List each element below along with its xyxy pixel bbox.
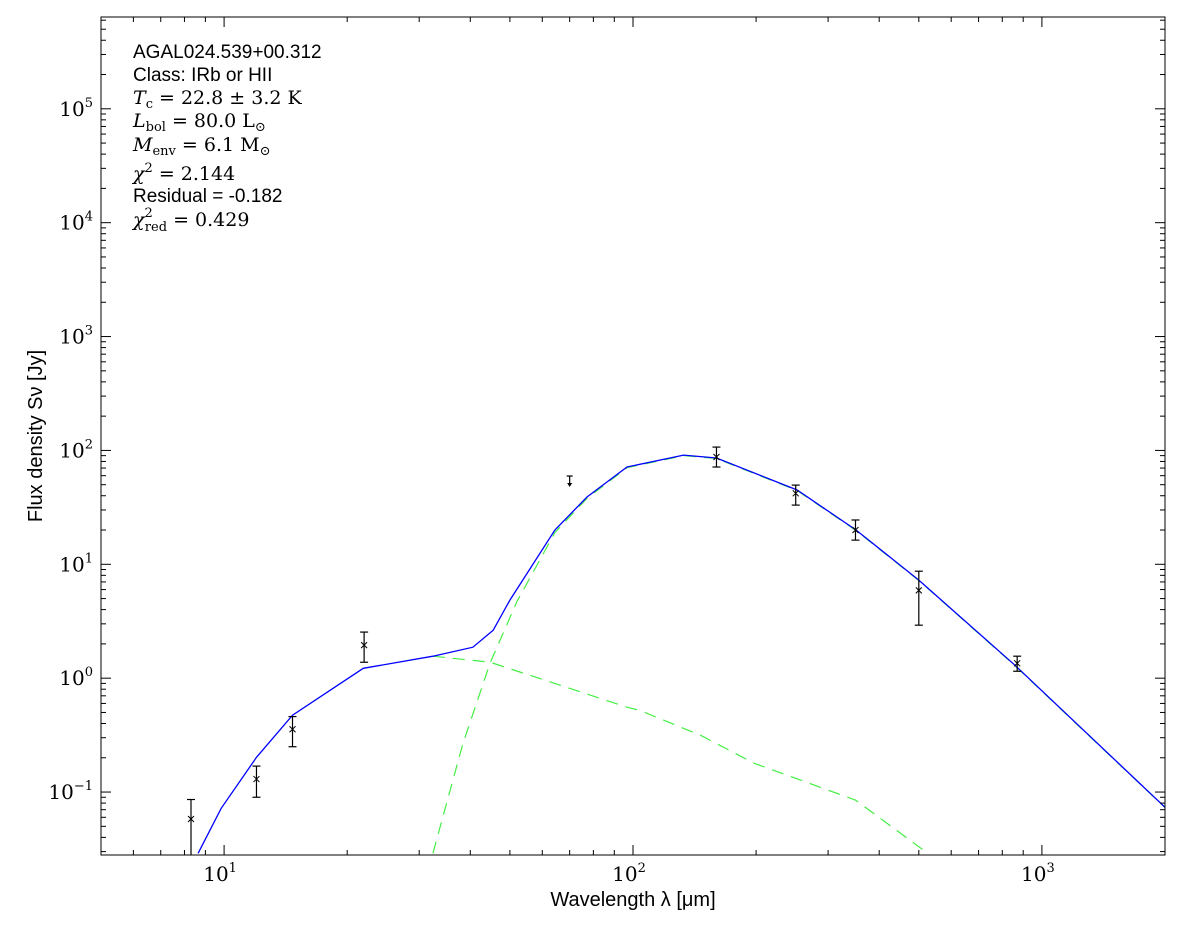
y-tick-label: 104 — [59, 210, 93, 235]
tick-base: 10 — [48, 780, 73, 804]
series-line-2 — [432, 655, 930, 855]
y-tick-label: 101 — [59, 551, 93, 576]
source-name: AGAL024.539+00.312 — [133, 42, 322, 63]
y-tick-label: 105 — [59, 96, 93, 121]
x-marker — [915, 587, 923, 594]
chi2-value: χ2 = 2.144 — [131, 161, 235, 185]
y-tick-label: 100 — [59, 665, 93, 690]
series-line-1 — [432, 454, 1165, 854]
x-marker — [289, 725, 296, 733]
data-point — [712, 446, 721, 468]
data-point — [360, 631, 369, 663]
menv-value: Menv = 6.1 M⊙ — [132, 134, 271, 159]
lbol-value: Lbol = 80.0 L⊙ — [132, 110, 266, 135]
x-tick-label: 102 — [612, 861, 646, 886]
tick-exponent: 5 — [85, 96, 93, 111]
data-point — [288, 715, 297, 748]
source-class: Class: IRb or HII — [133, 65, 272, 86]
series-line-0 — [197, 454, 1165, 854]
x-marker — [187, 815, 195, 823]
x-tick-label: 103 — [1021, 861, 1055, 886]
data-point — [791, 484, 800, 506]
x-axis-label: Wavelength λ [μm] — [550, 889, 715, 911]
model-curves — [197, 454, 1165, 855]
plot-frame — [100, 16, 1166, 856]
annotation-box: AGAL024.539+00.312 Class: IRb or HII Tc … — [131, 42, 322, 235]
tc-value: Tc = 22.8 ± 3.2 K — [133, 87, 303, 112]
tick-exponent: 2 — [638, 861, 646, 876]
x-marker — [253, 775, 260, 783]
tick-exponent: 1 — [85, 551, 93, 566]
data-point — [1013, 655, 1022, 672]
y-tick-label: 10−1 — [48, 779, 93, 804]
tick-exponent: 0 — [85, 665, 93, 680]
tick-exponent: 3 — [1046, 861, 1054, 876]
tick-base: 10 — [59, 438, 84, 462]
tick-base: 10 — [59, 666, 84, 690]
data-point — [187, 798, 196, 855]
x-marker — [1013, 659, 1021, 667]
tick-exponent: 3 — [85, 324, 93, 339]
upper-limit-point — [566, 475, 573, 488]
residual-value: Residual = -0.182 — [133, 186, 282, 207]
tick-base: 10 — [203, 862, 228, 886]
tick-exponent: 2 — [85, 437, 93, 452]
x-marker — [360, 641, 368, 649]
data-point — [914, 570, 923, 626]
tick-exponent: −1 — [74, 779, 93, 794]
tick-base: 10 — [1021, 862, 1046, 886]
x-marker — [713, 453, 720, 461]
chi2-red-value: χ2 red = 0.429 — [131, 206, 249, 235]
tick-exponent: 1 — [229, 861, 237, 876]
y-axis-label: Flux density Sν [Jy] — [25, 350, 47, 522]
x-marker — [852, 526, 859, 534]
tick-base: 10 — [59, 211, 84, 235]
x-tick-label: 101 — [203, 861, 237, 886]
y-tick-label: 102 — [59, 437, 93, 462]
data-point — [851, 519, 860, 541]
tick-base: 10 — [59, 552, 84, 576]
down-arrow-icon — [567, 483, 573, 488]
x-marker — [792, 489, 800, 497]
tick-exponent: 4 — [85, 210, 93, 225]
data-points — [187, 446, 1022, 855]
tick-base: 10 — [612, 862, 637, 886]
axis-ticks — [100, 17, 1166, 855]
tick-base: 10 — [59, 325, 84, 349]
y-tick-label: 103 — [59, 324, 93, 349]
tick-base: 10 — [59, 97, 84, 121]
data-point — [252, 765, 261, 798]
